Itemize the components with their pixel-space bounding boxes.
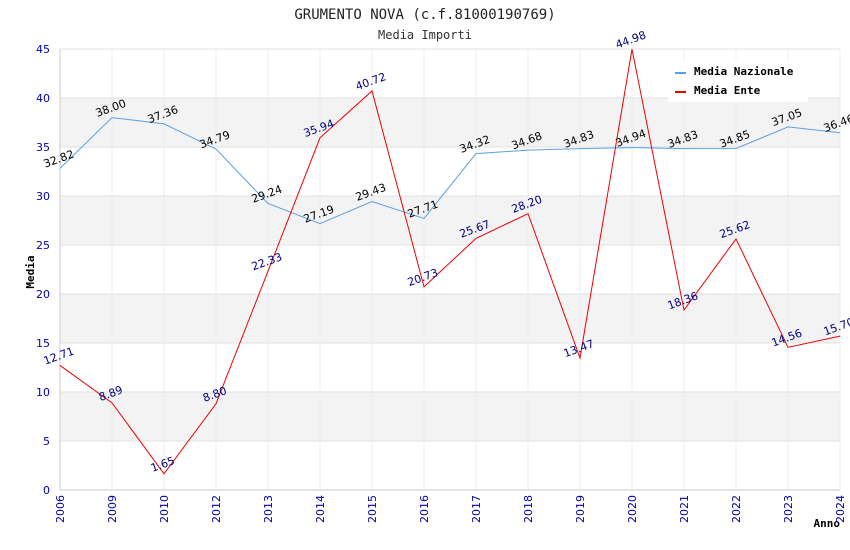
data-label-ente: 44.98 xyxy=(614,28,648,51)
grid-band xyxy=(60,392,840,441)
grid-band xyxy=(60,294,840,343)
chart-subtitle: Media Importi xyxy=(378,28,472,42)
grid-band xyxy=(60,98,840,147)
series-lines xyxy=(59,49,841,475)
legend-label-nazionale: Media Nazionale xyxy=(694,65,794,78)
x-tick-label: 2013 xyxy=(262,495,275,523)
y-tick-label: 20 xyxy=(36,288,50,301)
chart-title: GRUMENTO NOVA (c.f.81000190769) xyxy=(294,7,555,23)
x-tick-label: 2020 xyxy=(626,495,639,523)
x-tick-label: 2012 xyxy=(210,495,223,523)
x-tick-label: 2022 xyxy=(730,495,743,523)
grid-band xyxy=(60,196,840,245)
x-tick-label: 2021 xyxy=(678,495,691,523)
legend: Media Nazionale Media Ente xyxy=(668,60,808,102)
x-tick-label: 2018 xyxy=(522,495,535,523)
y-tick-labels: 0 5 10 15 20 25 30 35 40 45 xyxy=(36,43,50,497)
y-tick-label: 30 xyxy=(36,190,50,203)
x-tick-label: 2010 xyxy=(158,495,171,523)
series-line-nazionale xyxy=(59,117,841,225)
y-tick-label: 25 xyxy=(36,239,50,252)
y-tick-label: 15 xyxy=(36,337,50,350)
y-tick-label: 35 xyxy=(36,141,50,154)
data-label-ente: 40.72 xyxy=(354,70,388,93)
x-tick-label: 2016 xyxy=(418,495,431,523)
y-tick-label: 40 xyxy=(36,92,50,105)
legend-background xyxy=(668,60,808,102)
series-line-ente xyxy=(59,49,841,475)
x-tick-label: 2014 xyxy=(314,495,327,523)
data-label-ente: 22.33 xyxy=(250,250,284,273)
x-axis-label: Anno xyxy=(814,517,841,530)
y-tick-label: 10 xyxy=(36,386,50,399)
x-tick-label: 2009 xyxy=(106,495,119,523)
x-tick-label: 2015 xyxy=(366,495,379,523)
y-tick-label: 5 xyxy=(43,435,50,448)
x-tick-label: 2023 xyxy=(782,495,795,523)
x-tick-label: 2024 xyxy=(834,495,847,523)
grid-bands xyxy=(60,98,840,441)
legend-label-ente: Media Ente xyxy=(694,84,761,97)
y-tick-label: 0 xyxy=(43,484,50,497)
x-tick-label: 2017 xyxy=(470,495,483,523)
axes xyxy=(59,49,840,491)
y-axis-label: Media xyxy=(24,255,37,288)
x-tick-labels: 2006 2009 2010 2012 2013 2014 2015 2016 2017 2018… xyxy=(54,495,847,523)
y-tick-label: 45 xyxy=(36,43,50,56)
x-tick-label: 2019 xyxy=(574,495,587,523)
x-tick-label: 2006 xyxy=(54,495,67,523)
data-label-ente: 20.73 xyxy=(406,266,440,289)
